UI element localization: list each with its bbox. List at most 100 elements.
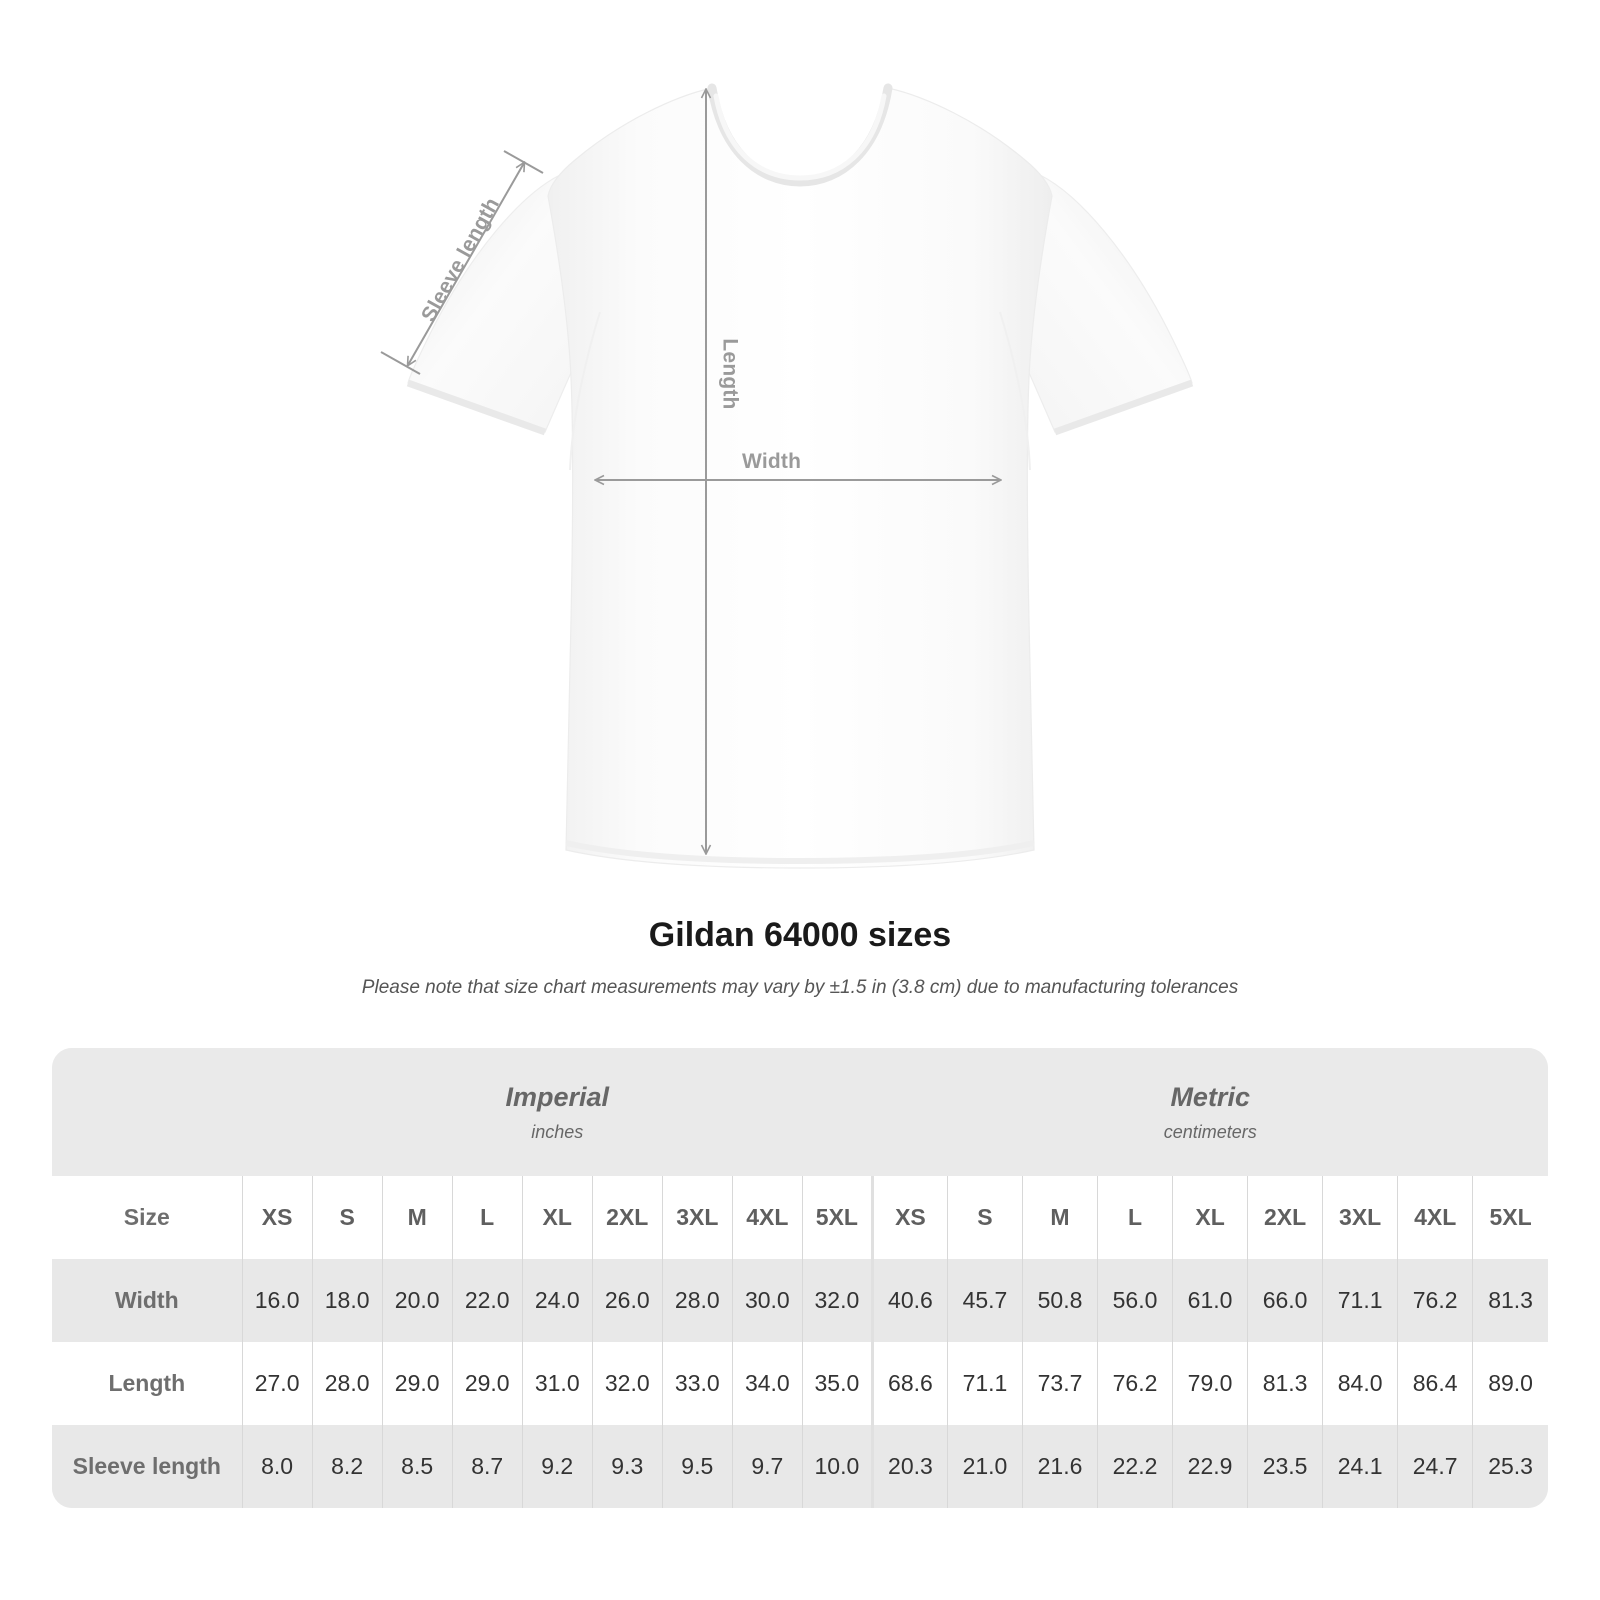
- cell-length-imperial-5xl: 35.0: [801, 1342, 873, 1425]
- cell-length-metric-xs: 68.6: [870, 1342, 948, 1425]
- cell-length-metric-l: 76.2: [1097, 1342, 1173, 1425]
- unit-group-metric-sub: centimeters: [1163, 1121, 1257, 1142]
- cell-length-metric-4xl: 86.4: [1397, 1342, 1473, 1425]
- cell-sleeve-imperial-s: 8.2: [311, 1425, 383, 1508]
- size-header-metric-xs: XS: [870, 1176, 948, 1259]
- right-armhole-seam: [999, 311, 1031, 471]
- cell-length-imperial-xl: 31.0: [521, 1342, 593, 1425]
- size-header-imperial-xl: XL: [521, 1176, 593, 1259]
- size-row-label: Size: [52, 1176, 243, 1259]
- cell-sleeve-metric-xl: 22.9: [1172, 1425, 1248, 1508]
- size-header-metric-m: M: [1021, 1176, 1098, 1259]
- cell-length-imperial-3xl: 33.0: [661, 1342, 733, 1425]
- bottom-hem: [565, 840, 1035, 865]
- cell-width-imperial-s: 18.0: [311, 1259, 383, 1342]
- cell-width-imperial-3xl: 28.0: [661, 1259, 733, 1342]
- width-label: Width: [742, 450, 802, 473]
- cell-length-imperial-4xl: 34.0: [731, 1342, 803, 1425]
- size-header-metric-xl: XL: [1172, 1176, 1248, 1259]
- cell-sleeve-metric-5xl: 25.3: [1472, 1425, 1548, 1508]
- cell-sleeve-metric-2xl: 23.5: [1247, 1425, 1323, 1508]
- dimension-lines: [380, 90, 1000, 853]
- cell-width-metric-2xl: 66.0: [1247, 1259, 1323, 1342]
- cell-length-imperial-xs: 27.0: [241, 1342, 313, 1425]
- tshirt-illustration: [380, 83, 1194, 869]
- collar-inner: [713, 93, 887, 181]
- unit-group-imperial-sub: inches: [531, 1121, 584, 1142]
- page-title: Gildan 64000 sizes: [648, 916, 952, 954]
- unit-header-row: Imperial inches Metric centimeters: [52, 1048, 1548, 1176]
- row-label-width: Width: [52, 1259, 243, 1342]
- cell-sleeve-metric-s: 21.0: [946, 1425, 1023, 1508]
- cell-sleeve-metric-m: 21.6: [1021, 1425, 1098, 1508]
- size-header-imperial-xs: XS: [241, 1176, 313, 1259]
- cell-length-metric-s: 71.1: [946, 1342, 1023, 1425]
- cell-sleeve-imperial-4xl: 9.7: [731, 1425, 803, 1508]
- cell-width-imperial-xs: 16.0: [241, 1259, 313, 1342]
- cell-length-metric-5xl: 89.0: [1472, 1342, 1548, 1425]
- size-chart-table: Imperial inches Metric centimeters Size …: [52, 1048, 1548, 1508]
- cell-sleeve-imperial-5xl: 10.0: [801, 1425, 873, 1508]
- table-row-width: Width 16.0 18.0 20.0 22.0 24.0 26.0 28.0…: [52, 1259, 1548, 1342]
- size-header-metric-s: S: [946, 1176, 1023, 1259]
- cell-sleeve-imperial-3xl: 9.5: [661, 1425, 733, 1508]
- cell-sleeve-imperial-l: 8.7: [451, 1425, 523, 1508]
- cell-sleeve-imperial-2xl: 9.3: [591, 1425, 663, 1508]
- table-row-length: Length 27.0 28.0 29.0 29.0 31.0 32.0 33.…: [52, 1342, 1548, 1425]
- unit-group-metric-name: Metric: [1170, 1081, 1250, 1112]
- left-sleeve-hem: [406, 379, 547, 436]
- size-header-row: Size XS S M L XL 2XL 3XL 4XL 5XL XS S M …: [52, 1176, 1548, 1259]
- cell-length-imperial-s: 28.0: [311, 1342, 383, 1425]
- cell-sleeve-imperial-xs: 8.0: [241, 1425, 313, 1508]
- title-block: Gildan 64000 sizes Please note that size…: [0, 915, 1600, 1000]
- cell-width-metric-4xl: 76.2: [1397, 1259, 1473, 1342]
- table-row-sleeve-length: Sleeve length 8.0 8.2 8.5 8.7 9.2 9.3 9.…: [52, 1425, 1548, 1508]
- cell-width-metric-3xl: 71.1: [1322, 1259, 1398, 1342]
- size-header-metric-2xl: 2XL: [1247, 1176, 1323, 1259]
- shirt-body: [547, 87, 1053, 869]
- cell-sleeve-metric-l: 22.2: [1097, 1425, 1173, 1508]
- unit-group-imperial: Imperial inches: [242, 1048, 873, 1176]
- cell-sleeve-metric-3xl: 24.1: [1322, 1425, 1398, 1508]
- cell-sleeve-imperial-xl: 9.2: [521, 1425, 593, 1508]
- cell-length-imperial-m: 29.0: [381, 1342, 453, 1425]
- cell-width-imperial-m: 20.0: [381, 1259, 453, 1342]
- size-header-imperial-s: S: [311, 1176, 383, 1259]
- cell-width-metric-s: 45.7: [946, 1259, 1023, 1342]
- size-header-metric-3xl: 3XL: [1322, 1176, 1398, 1259]
- cell-length-metric-3xl: 84.0: [1322, 1342, 1398, 1425]
- cell-width-metric-5xl: 81.3: [1472, 1259, 1548, 1342]
- size-header-imperial-m: M: [381, 1176, 453, 1259]
- cell-width-imperial-4xl: 30.0: [731, 1259, 803, 1342]
- cell-sleeve-imperial-m: 8.5: [381, 1425, 453, 1508]
- cell-sleeve-metric-xs: 20.3: [870, 1425, 948, 1508]
- size-header-imperial-l: L: [451, 1176, 523, 1259]
- cell-sleeve-metric-4xl: 24.7: [1397, 1425, 1473, 1508]
- cell-width-imperial-xl: 24.0: [521, 1259, 593, 1342]
- sleeve-tick-bottom: [380, 351, 421, 375]
- size-header-metric-l: L: [1097, 1176, 1173, 1259]
- cell-length-imperial-2xl: 32.0: [591, 1342, 663, 1425]
- size-header-imperial-2xl: 2XL: [591, 1176, 663, 1259]
- unit-group-imperial-name: Imperial: [505, 1081, 610, 1112]
- cell-length-imperial-l: 29.0: [451, 1342, 523, 1425]
- left-armhole-seam: [569, 311, 601, 471]
- unit-spacer: [52, 1048, 243, 1176]
- size-header-metric-4xl: 4XL: [1397, 1176, 1473, 1259]
- cell-length-metric-m: 73.7: [1021, 1342, 1098, 1425]
- row-label-length: Length: [52, 1342, 243, 1425]
- size-header-metric-5xl: 5XL: [1472, 1176, 1548, 1259]
- cell-width-imperial-5xl: 32.0: [801, 1259, 873, 1342]
- size-header-imperial-5xl: 5XL: [801, 1176, 873, 1259]
- cell-width-metric-l: 56.0: [1097, 1259, 1173, 1342]
- right-sleeve-hem: [1053, 379, 1194, 436]
- shirt-shape: [406, 83, 1194, 869]
- sleeve-tick-top: [503, 150, 544, 174]
- cell-length-metric-2xl: 81.3: [1247, 1342, 1323, 1425]
- length-label: Length: [718, 338, 742, 410]
- cell-width-metric-xs: 40.6: [870, 1259, 948, 1342]
- tolerance-note: Please note that size chart measurements…: [361, 976, 1239, 998]
- cell-width-imperial-l: 22.0: [451, 1259, 523, 1342]
- cell-length-metric-xl: 79.0: [1172, 1342, 1248, 1425]
- cell-width-metric-xl: 61.0: [1172, 1259, 1248, 1342]
